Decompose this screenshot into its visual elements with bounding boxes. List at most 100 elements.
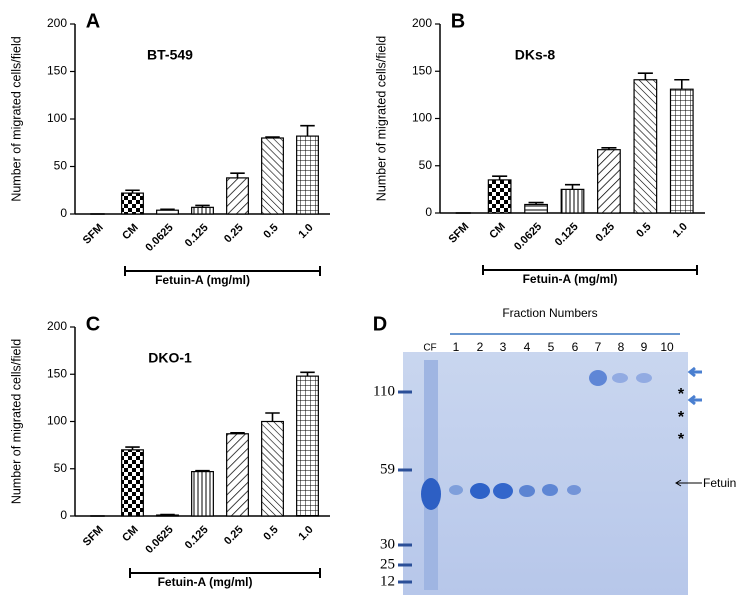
y-tick-label: 0 <box>60 508 67 522</box>
x-tick-label: CM <box>487 221 508 242</box>
lane-label: 2 <box>477 340 484 354</box>
x-tick-label: 0.5 <box>261 222 280 241</box>
band <box>612 373 628 383</box>
x-tick-label: 0.5 <box>634 221 653 240</box>
x-tick-label: 0.0625 <box>512 221 544 253</box>
x-tick-label: 0.125 <box>183 222 211 250</box>
x-tick-label: 1.0 <box>671 221 690 240</box>
error-bar <box>300 371 315 377</box>
bar <box>156 209 179 215</box>
error-bar <box>674 78 690 90</box>
asterisk: * <box>678 409 685 426</box>
chart-subtitle: DKO-1 <box>148 350 192 366</box>
panel-letter: C <box>86 313 100 335</box>
gel-title: Fraction Numbers <box>502 306 597 320</box>
band <box>519 485 535 497</box>
y-tick-label: 0 <box>60 206 67 220</box>
error-bar <box>601 146 617 150</box>
bracket-label: Fetuin-A (mg/ml) <box>155 273 250 287</box>
error-bar <box>637 72 653 80</box>
x-tick-label: SFM <box>446 221 471 246</box>
band <box>470 483 490 499</box>
bracket <box>482 265 698 275</box>
bar <box>226 177 249 215</box>
y-tick-label: 150 <box>412 63 432 77</box>
error-bar <box>300 124 315 137</box>
band <box>421 478 441 510</box>
x-tick-label: CM <box>120 524 141 545</box>
error-bar <box>230 432 245 434</box>
lane-label: 5 <box>548 340 555 354</box>
error-bar <box>265 412 280 422</box>
y-tick-label: 200 <box>47 16 67 30</box>
lane-label: 8 <box>618 340 625 354</box>
lane-label: 7 <box>595 340 602 354</box>
band <box>493 483 513 499</box>
y-axis-label: Number of migrated cells/field <box>374 36 388 201</box>
lane-label: 1 <box>453 340 460 354</box>
lane-label: 3 <box>500 340 507 354</box>
x-tick-label: SFM <box>81 524 106 549</box>
marker-label: 110 <box>373 383 395 399</box>
asterisk: * <box>678 431 685 448</box>
band <box>636 373 652 383</box>
lane-label: 9 <box>641 340 648 354</box>
bar <box>296 375 319 517</box>
bar <box>296 135 319 215</box>
marker-label: 25 <box>380 556 395 572</box>
x-tick-label: 0.25 <box>222 222 246 246</box>
bar <box>669 88 694 214</box>
marker-label: 12 <box>380 573 395 589</box>
bar <box>633 79 658 214</box>
bracket <box>129 568 321 578</box>
y-tick-label: 100 <box>412 111 432 125</box>
band <box>449 485 463 495</box>
bar <box>191 206 214 215</box>
x-tick-label: 0.5 <box>261 524 280 543</box>
x-tick-label: 0.125 <box>553 221 581 249</box>
chart-subtitle: BT-549 <box>147 47 193 63</box>
bracket-label: Fetuin-A (mg/ml) <box>523 272 618 286</box>
bracket <box>124 266 321 276</box>
y-tick-label: 150 <box>47 64 67 78</box>
bar <box>487 179 512 214</box>
bar <box>597 149 621 214</box>
y-tick-label: 200 <box>412 16 432 30</box>
y-tick-label: 50 <box>54 159 68 173</box>
marker-lane <box>424 360 438 590</box>
x-tick-label: 1.0 <box>296 222 315 241</box>
error-bar <box>160 208 175 211</box>
gel-image <box>403 352 688 595</box>
error-bar <box>265 136 280 138</box>
arrow <box>675 479 702 487</box>
band-label: Fetuin <box>703 476 736 490</box>
marker-label: 30 <box>380 536 395 552</box>
error-bar <box>125 446 140 450</box>
bar <box>191 470 214 517</box>
bar <box>560 188 585 214</box>
y-axis-label: Number of migrated cells/field <box>9 36 23 201</box>
bar <box>121 192 144 215</box>
lane-label: CF <box>423 343 436 354</box>
x-tick-label: 0.0625 <box>143 222 175 254</box>
chart-subtitle: DKs-8 <box>515 47 556 63</box>
bar <box>226 433 249 517</box>
band <box>542 484 558 496</box>
lane-label: 10 <box>660 340 674 354</box>
arrow <box>687 394 702 406</box>
y-tick-label: 150 <box>47 366 67 380</box>
x-tick-label: 0.0625 <box>143 524 175 556</box>
error-bar <box>195 204 210 208</box>
x-tick-label: SFM <box>81 222 106 247</box>
marker-label: 59 <box>380 461 395 477</box>
error-bar <box>230 172 245 178</box>
y-tick-label: 0 <box>425 205 432 219</box>
error-bar <box>492 175 508 180</box>
bracket-label: Fetuin-A (mg/ml) <box>158 575 253 589</box>
y-axis-label: Number of migrated cells/field <box>9 339 23 504</box>
band <box>589 370 607 386</box>
lane-label: 6 <box>572 340 579 354</box>
lane-label: 4 <box>524 340 531 354</box>
arrow <box>687 366 702 378</box>
